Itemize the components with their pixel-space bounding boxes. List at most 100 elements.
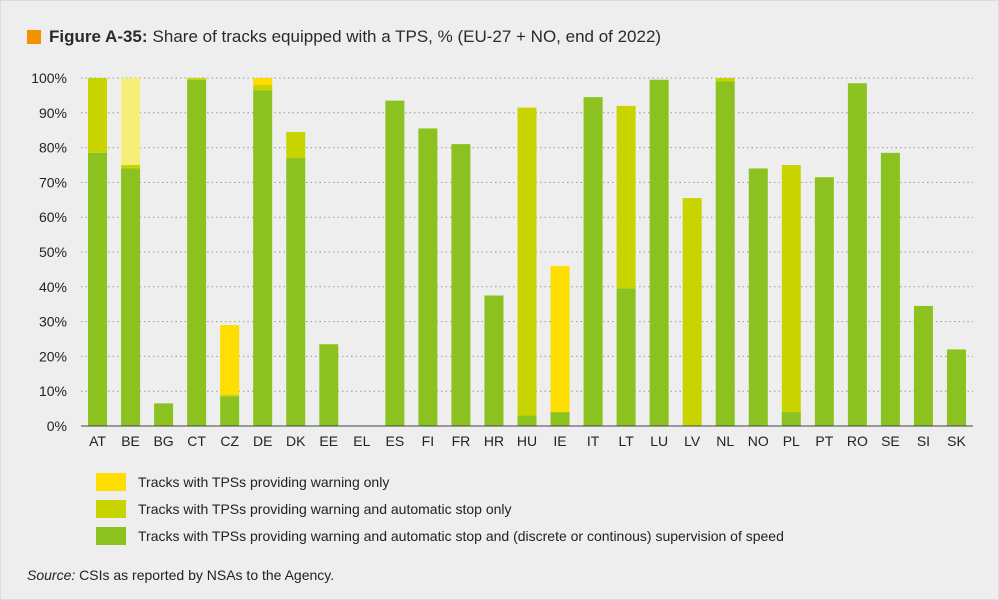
x-tick-label: BE	[121, 433, 140, 449]
bar-segment-ct-s0	[187, 79, 207, 427]
x-tick-label: SE	[881, 433, 900, 449]
x-tick-label: FI	[422, 433, 434, 449]
figure-title: Figure A-35: Share of tracks equipped wi…	[27, 26, 661, 48]
x-tick-label: HR	[484, 433, 504, 449]
source-text: CSIs as reported by NSAs to the Agency.	[79, 567, 335, 583]
bar-segment-hr-s0	[484, 295, 504, 426]
bar-segment-cz-s2	[220, 325, 240, 395]
x-tick-label: NL	[716, 433, 734, 449]
bar-segment-cz-s0	[220, 396, 240, 426]
legend-label-warning-only: Tracks with TPSs providing warning only	[138, 473, 390, 490]
bar-segment-be-s2	[121, 78, 141, 165]
figure-title-prefix: Figure A-35:	[49, 27, 148, 46]
bar-segment-ie-s2	[550, 265, 570, 413]
x-tick-label: FR	[452, 433, 471, 449]
bar-segment-ro-s0	[847, 83, 867, 426]
bar-segment-cz-s1	[220, 394, 240, 397]
bar-segment-nl-s1	[715, 78, 735, 82]
y-tick-label: 60%	[39, 209, 67, 225]
chart-legend: Tracks with TPSs providing warning only …	[96, 468, 784, 549]
bar-segment-pt-s0	[814, 177, 834, 426]
legend-item-full-supervision: Tracks with TPSs providing warning and a…	[96, 522, 784, 549]
bar-segment-hu-s1	[517, 107, 537, 416]
bar-segment-ee-s0	[319, 344, 339, 426]
y-axis-ticks: 0% 10% 20% 30% 40% 50% 60% 70% 80% 90% 100%	[31, 70, 67, 434]
bar-segment-bg-s0	[154, 403, 174, 426]
stacked-bar-chart: 0% 10% 20% 30% 40% 50% 60% 70% 80% 90% 100% AT BE BG…	[31, 70, 973, 449]
x-tick-label: CZ	[220, 433, 239, 449]
x-tick-label: PL	[783, 433, 800, 449]
source-note: Source: CSIs as reported by NSAs to the …	[27, 567, 334, 583]
y-tick-label: 40%	[39, 279, 67, 295]
bar-segment-pl-s1	[781, 165, 801, 413]
y-tick-label: 100%	[31, 70, 67, 86]
bar-segment-fi-s0	[418, 128, 438, 426]
x-tick-label: EE	[319, 433, 338, 449]
y-tick-label: 20%	[39, 348, 67, 364]
bar-segment-at-s0	[88, 152, 108, 426]
source-label: Source:	[27, 567, 76, 583]
bars	[88, 78, 966, 427]
x-tick-label: BG	[153, 433, 173, 449]
bar-segment-dk-s0	[286, 158, 306, 427]
bar-segment-nl-s0	[715, 81, 735, 426]
x-tick-label: IT	[587, 433, 600, 449]
bar-segment-es-s0	[385, 100, 405, 427]
bar-segment-lt-s0	[616, 288, 636, 426]
x-tick-label: ES	[386, 433, 405, 449]
bar-segment-lv-s1	[682, 198, 702, 426]
legend-label-full-supervision: Tracks with TPSs providing warning and a…	[138, 527, 784, 544]
legend-label-warning-stop: Tracks with TPSs providing warning and a…	[138, 500, 512, 517]
x-tick-label: NO	[748, 433, 769, 449]
bar-segment-de-s2	[253, 78, 273, 85]
y-tick-label: 90%	[39, 105, 67, 121]
figure-title-text: Share of tracks equipped with a TPS, % (…	[152, 27, 662, 46]
x-tick-label: RO	[847, 433, 868, 449]
figure-marker-icon	[27, 30, 41, 44]
y-tick-label: 0%	[47, 418, 67, 434]
bar-segment-be-s0	[121, 168, 141, 427]
bar-segment-lu-s0	[649, 79, 669, 427]
x-axis-ticks: AT BE BG CT CZ DE DK EE EL ES FI FR HR HU IE IT LT LU LV NL…	[89, 433, 966, 449]
x-tick-label: AT	[89, 433, 106, 449]
x-tick-label: IE	[553, 433, 566, 449]
bar-segment-dk-s1	[286, 131, 306, 159]
bar-segment-it-s0	[583, 97, 603, 426]
bar-segment-lt-s1	[616, 105, 636, 289]
bar-segment-de-s0	[253, 90, 273, 427]
legend-swatch-full-supervision	[96, 526, 126, 545]
legend-item-warning-stop: Tracks with TPSs providing warning and a…	[96, 495, 784, 522]
legend-swatch-warning-only	[96, 472, 126, 491]
bar-segment-ie-s0	[550, 412, 570, 426]
x-tick-label: PT	[815, 433, 833, 449]
y-tick-label: 70%	[39, 174, 67, 190]
bar-segment-hu-s0	[517, 415, 537, 426]
x-tick-label: DK	[286, 433, 306, 449]
x-tick-label: HU	[517, 433, 537, 449]
bar-segment-no-s0	[748, 168, 768, 427]
bar-segment-se-s0	[880, 152, 900, 426]
bar-segment-be-s1	[121, 165, 141, 169]
legend-item-warning-only: Tracks with TPSs providing warning only	[96, 468, 784, 495]
y-tick-label: 30%	[39, 314, 67, 330]
bar-segment-sk-s0	[946, 349, 966, 426]
bar-segment-de-s1	[253, 84, 273, 91]
bar-segment-pl-s0	[781, 412, 801, 426]
y-tick-label: 10%	[39, 383, 67, 399]
y-tick-label: 80%	[39, 140, 67, 156]
x-tick-label: LV	[684, 433, 701, 449]
x-tick-label: EL	[353, 433, 370, 449]
x-tick-label: DE	[253, 433, 272, 449]
y-tick-label: 50%	[39, 244, 67, 260]
bar-segment-fr-s0	[451, 144, 471, 426]
x-tick-label: SI	[917, 433, 930, 449]
legend-swatch-warning-stop	[96, 499, 126, 518]
bar-segment-ct-s1	[187, 78, 207, 80]
x-tick-label: SK	[947, 433, 966, 449]
x-tick-label: LU	[650, 433, 668, 449]
bar-segment-at-s1	[88, 78, 108, 153]
x-tick-label: CT	[187, 433, 206, 449]
x-tick-label: LT	[618, 433, 634, 449]
bar-segment-si-s0	[913, 305, 933, 426]
